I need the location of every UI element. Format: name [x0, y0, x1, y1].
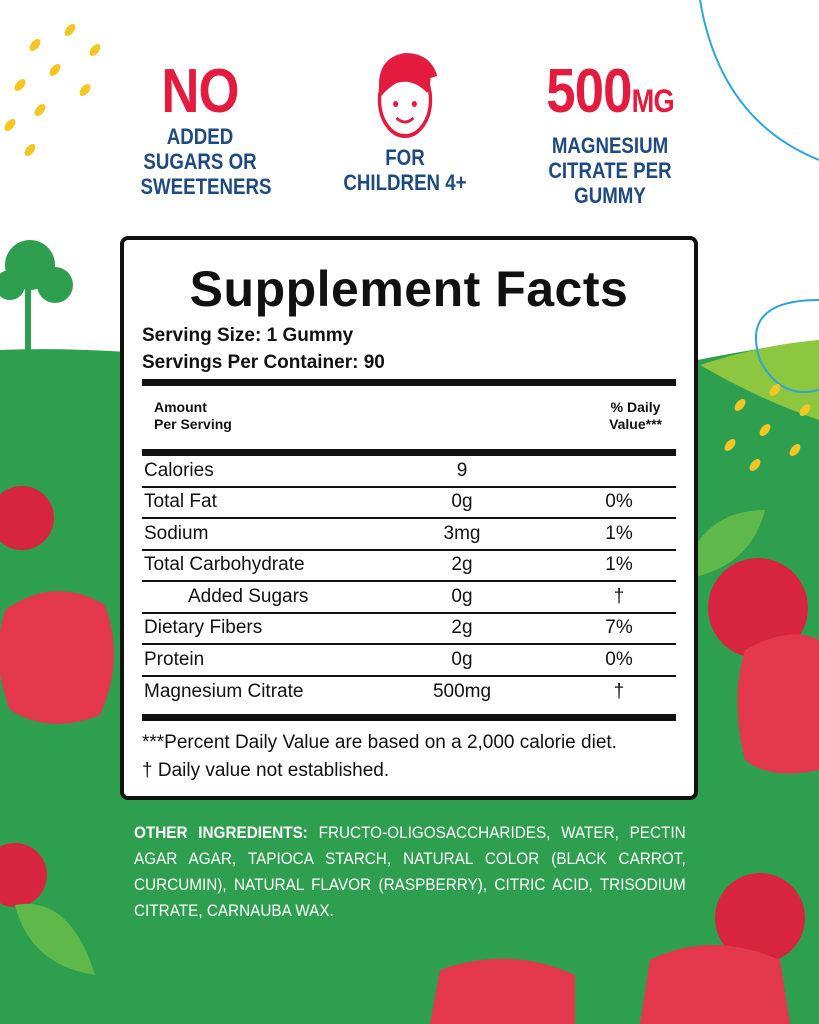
table-row: Total Fat 0g 0%	[142, 488, 676, 519]
feature-headline-unit: MG	[631, 83, 675, 119]
nutrient-name: Dietary Fibers	[144, 617, 263, 639]
nutrient-name: Total Carbohydrate	[144, 554, 305, 576]
footnote: † Daily value not established.	[142, 760, 390, 781]
table-row: Dietary Fibers 2g 7%	[142, 614, 676, 645]
child-face-icon	[377, 53, 438, 138]
nutrient-daily-value: †	[613, 585, 625, 607]
servings-per-container: Servings Per Container: 90	[142, 352, 385, 373]
feature-line: SWEETENERS	[140, 174, 272, 199]
header-value: Value***	[609, 416, 662, 432]
header-amount: Amount	[154, 399, 207, 415]
table-row: Protein 0g 0%	[142, 645, 676, 677]
feature-line: FOR	[385, 145, 425, 170]
divider	[142, 714, 676, 721]
nutrient-daily-value: 1%	[605, 522, 633, 544]
nutrient-daily-value: 0%	[605, 648, 633, 670]
nutrient-daily-value: †	[613, 681, 625, 703]
ingredients-text: FRUCTO-OLIGOSACCHARIDES, WATER, PECTIN A…	[134, 823, 686, 920]
other-ingredients: OTHER INGREDIENTS: FRUCTO-OLIGOSACCHARID…	[134, 820, 686, 924]
divider	[142, 449, 676, 456]
nutrient-amount: 2g	[451, 554, 473, 576]
table-row: Calories 9	[142, 456, 676, 488]
header-daily: % Daily	[610, 399, 661, 415]
table-row: Magnesium Citrate 500mg †	[142, 677, 676, 709]
feature-line: SUGARS OR	[143, 149, 257, 174]
divider	[142, 379, 676, 386]
facts-header: Amount Per Serving % Daily Value***	[142, 389, 676, 446]
nutrient-amount: 500mg	[432, 681, 492, 703]
nutrient-name: Calories	[144, 459, 214, 481]
nutrient-amount: 2g	[451, 617, 473, 639]
feature-no-added-sugars: NO ADDED SUGARS OR SWEETENERS	[140, 57, 272, 200]
feature-headline: 500	[546, 57, 632, 126]
feature-line: CHILDREN 4+	[343, 170, 467, 195]
tree-icon	[0, 240, 73, 360]
nutrient-amount: 0g	[451, 648, 473, 670]
nutrient-daily-value: 7%	[605, 617, 633, 639]
nutrient-amount: 0g	[451, 585, 473, 607]
feature-line: ADDED	[166, 124, 234, 149]
serving-size: Serving Size: 1 Gummy	[142, 325, 354, 346]
feature-headline: NO	[161, 57, 239, 126]
nutrient-name: Added Sugars	[188, 585, 309, 607]
facts-title: Supplement Facts	[189, 261, 629, 317]
feature-500mg-magnesium: 500MG MAGNESIUM CITRATE PER GUMMY	[538, 57, 683, 209]
nutrient-amount: 0g	[451, 491, 473, 513]
header-per-serving: Per Serving	[154, 416, 232, 432]
ingredients-label: OTHER INGREDIENTS:	[134, 823, 308, 842]
nutrient-name: Total Fat	[144, 491, 217, 513]
nutrient-name: Protein	[144, 648, 205, 670]
nutrient-daily-value: 1%	[605, 554, 633, 576]
table-row: Added Sugars 0g †	[142, 582, 676, 614]
supplement-facts-panel: Supplement Facts Serving Size: 1 Gummy S…	[120, 236, 698, 800]
nutrient-name: Magnesium Citrate	[144, 681, 304, 703]
gummy-decoration	[0, 591, 819, 1024]
nutrient-amount: 9	[456, 459, 468, 481]
feature-line: MAGNESIUM	[551, 133, 669, 158]
table-row: Total Carbohydrate 2g 1%	[142, 551, 676, 582]
table-row: Sodium 3mg 1%	[142, 519, 676, 551]
feature-for-children: FOR CHILDREN 4+	[337, 48, 473, 195]
nutrient-name: Sodium	[144, 522, 209, 544]
footnote: ***Percent Daily Value are based on a 2,…	[142, 732, 617, 753]
feature-line: GUMMY	[574, 183, 646, 208]
raspberry-decoration	[0, 486, 808, 963]
nutrient-daily-value: 0%	[605, 491, 633, 513]
facts-table: Calories 9 Total Fat 0g 0% Sodium 3mg 1% Total C…	[142, 456, 676, 708]
feature-line: CITRATE PER	[548, 158, 672, 183]
nutrient-amount: 3mg	[443, 522, 481, 544]
leaf-decoration	[15, 510, 765, 975]
